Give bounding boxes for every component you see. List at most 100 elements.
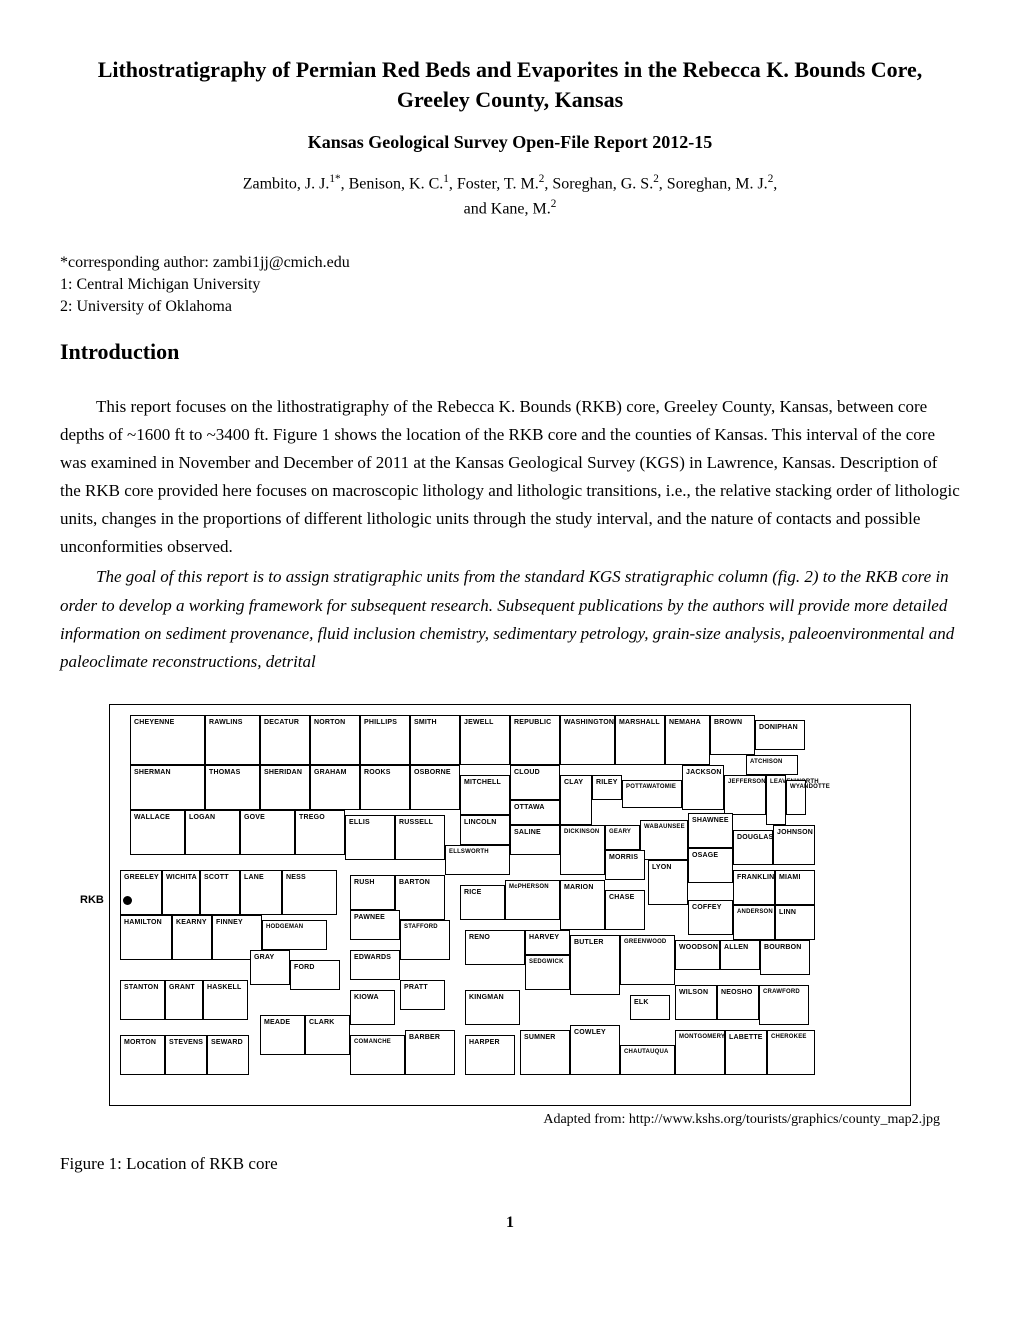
authors-block: Zambito, J. J.1*, Benison, K. C.1, Foste… [60,171,960,220]
county-cell: SCOTT [200,870,240,915]
author-text: , Foster, T. M. [449,176,539,193]
county-cell: LYON [648,860,688,905]
author-text: , Benison, K. C. [341,176,444,193]
body-text: This report focuses on the lithostratigr… [60,393,960,675]
county-cell: MARION [560,880,605,930]
county-cell: LEAVENWORTH [766,775,786,825]
county-cell: SALINE [510,825,560,855]
author-text: Zambito, J. J. [243,176,330,193]
county-cell: ELK [630,995,670,1020]
county-cell: DOUGLAS [733,830,773,865]
county-cell: RILEY [592,775,622,800]
county-cell: WABAUNSEE [640,820,688,860]
county-cell: MIAMI [775,870,815,905]
county-cell: CLAY [560,775,592,825]
county-cell: TREGO [295,810,345,855]
county-cell: JEFFERSON [724,775,766,815]
county-cell: STEVENS [165,1035,207,1075]
county-cell: BARBER [405,1030,455,1075]
county-cell: MITCHELL [460,775,510,815]
county-cell: CHAUTAUQUA [620,1045,675,1075]
county-cell: SHAWNEE [688,813,733,848]
county-cell: DONIPHAN [755,720,805,750]
county-cell: LANE [240,870,282,915]
county-cell: CHASE [605,890,645,930]
county-cell: STAFFORD [400,920,450,960]
rkb-label: RKB [80,894,104,906]
county-cell: ROOKS [360,765,410,810]
author-sup: 2 [551,198,557,210]
county-cell: DICKINSON [560,825,605,875]
county-cell: COFFEY [688,900,733,935]
county-cell: ALLEN [720,940,760,970]
county-cell: LABETTE [725,1030,767,1075]
county-cell: WICHITA [162,870,200,915]
county-cell: WYANDOTTE [786,780,806,815]
county-cell: WALLACE [130,810,185,855]
county-cell: RENO [465,930,525,965]
county-cell: CHEYENNE [130,715,205,765]
county-cell: STANTON [120,980,165,1020]
county-cell: COWLEY [570,1025,620,1075]
county-cell: JEWELL [460,715,510,765]
county-cell: GREENWOOD [620,935,675,985]
county-cell: LINCOLN [460,815,510,845]
county-cell: RUSSELL [395,815,445,860]
author-text: , [773,176,777,193]
county-cell: ELLIS [345,815,395,860]
author-text: and Kane, M. [464,200,551,217]
county-cell: GOVE [240,810,295,855]
map-source-note: Adapted from: http://www.kshs.org/touris… [80,1112,940,1128]
county-cell: ANDERSON [733,905,775,940]
county-cell: PAWNEE [350,910,400,940]
affiliation-1: 1: Central Michigan University [60,274,960,296]
section-heading: Introduction [60,339,960,365]
county-cell: NEMAHA [665,715,710,765]
county-cell: RUSH [350,875,395,910]
county-cell: MORTON [120,1035,165,1075]
county-cell: MARSHALL [615,715,665,765]
county-cell: PRATT [400,980,445,1010]
affiliations: *corresponding author: zambi1jj@cmich.ed… [60,252,960,317]
county-cell: McPHERSON [505,880,560,920]
county-cell: PHILLIPS [360,715,410,765]
county-cell: KINGMAN [465,990,520,1025]
county-cell: SUMNER [520,1030,570,1075]
county-cell: RICE [460,885,505,920]
county-cell: SHERIDAN [260,765,310,810]
county-cell: LOGAN [185,810,240,855]
county-cell: JACKSON [682,765,724,810]
county-cell: GRANT [165,980,203,1020]
county-cell: CLARK [305,1015,350,1055]
county-cell: DECATUR [260,715,310,765]
county-cell: HASKELL [203,980,248,1020]
county-cell: GREELEY [120,870,162,915]
county-cell: REPUBLIC [510,715,560,765]
county-cell: CRAWFORD [759,985,809,1025]
county-cell: BROWN [710,715,755,755]
county-cell: COMANCHE [350,1035,405,1075]
county-cell: SMITH [410,715,460,765]
corresponding-author: *corresponding author: zambi1jj@cmich.ed… [60,252,960,274]
county-cell: SEDGWICK [525,955,570,990]
county-cell: BUTLER [570,935,620,995]
county-cell: NEOSHO [717,985,759,1020]
county-cell: BOURBON [760,940,810,975]
county-cell: GRAY [250,950,290,985]
county-cell: JOHNSON [773,825,815,865]
county-cell: POTTAWATOMIE [622,780,682,808]
county-cell: WOODSON [675,940,720,970]
county-cell: FORD [290,960,340,990]
county-cell: CHEROKEE [767,1030,815,1075]
page-number: 1 [60,1214,960,1232]
county-cell: NESS [282,870,337,915]
kansas-county-map: CHEYENNERAWLINSDECATURNORTONPHILLIPSSMIT… [109,704,911,1106]
county-cell: EDWARDS [350,950,400,980]
county-cell: SHERMAN [130,765,205,810]
county-cell: KEARNY [172,915,212,960]
county-cell: OSBORNE [410,765,460,810]
county-cell: HAMILTON [120,915,172,960]
county-cell: FRANKLIN [733,870,775,905]
author-text: , Soreghan, M. J. [659,176,768,193]
county-cell: SEWARD [207,1035,249,1075]
